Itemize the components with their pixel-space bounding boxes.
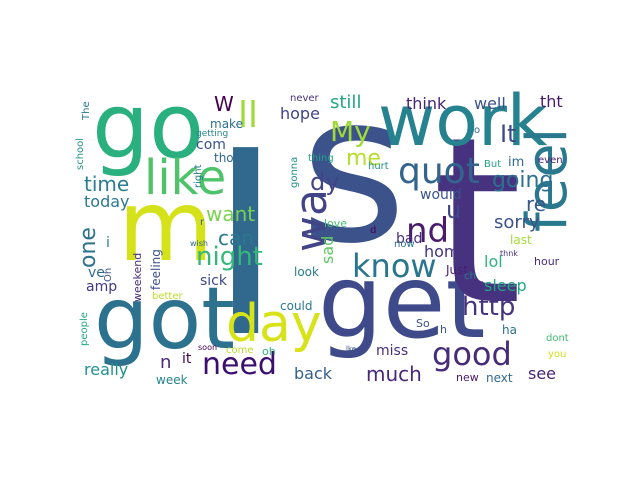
word-hurt: hurt [368,161,389,172]
word-going: going [492,168,554,193]
word-get: get [318,243,486,362]
word-n: n [160,352,172,373]
word-next: next [486,371,513,385]
word-The: The [81,101,92,120]
word-tht: tht [540,92,563,111]
word-last: last [510,233,532,247]
word-t: t [432,89,523,356]
word-com: com [196,137,226,153]
word-dont: dont [546,333,569,344]
word-today: today [84,192,130,211]
word-much: much [366,362,422,386]
word-see: see [528,364,557,383]
word-o: o [474,125,481,136]
word-http: http [462,292,516,322]
word-come: come [226,345,254,356]
word-day: day [226,294,322,354]
word-now: now [394,239,415,250]
word-feeling: feeling [149,249,163,290]
word-getting: getting [196,129,229,139]
word-like: like [144,150,227,206]
word-lke: lke [346,345,357,353]
word-miss: miss [376,343,409,359]
word-work: work [378,80,548,162]
word-really: really [84,360,129,379]
word-would: would [420,187,462,203]
word-sad: sad [318,235,337,264]
word-well: well [474,94,506,113]
word-better: better [152,291,183,302]
word-it: it [182,351,192,367]
word-ch: ch [464,271,476,282]
word-thnk: thnk [500,249,518,258]
word-im: im [508,155,525,170]
word-one: one [76,227,101,268]
word-s: s [300,51,407,289]
word-lol: lol [484,252,503,271]
word-right: right [193,164,204,189]
word-good: good [432,335,512,373]
word-nd: nd [406,211,450,251]
word-ha: ha [502,323,517,337]
word-soon: soon [198,343,218,352]
word-i: i [106,235,110,251]
word-ve: ve [88,265,105,281]
word-night: night [196,242,263,272]
word-even: even [538,155,563,166]
word-quot: quot [398,151,480,192]
word-me: me [346,146,381,171]
word-though: though [214,151,257,165]
word-could: could [280,299,313,313]
word-hope: hope [280,104,320,123]
word-So: So [416,317,430,330]
word-new: new [456,371,479,384]
word-thing: thing [308,153,334,164]
word-Oh: Oh [103,267,114,282]
word-m: m [118,170,214,284]
word-re: re [526,192,547,216]
word-bad: bad [396,231,423,247]
word-go: go [92,74,205,179]
word-I: I [208,97,284,394]
word-sleep: sleep [484,276,527,295]
word-ll: ll [238,95,259,136]
word-love: love [324,217,348,230]
word-time: time [84,172,130,196]
word-know: know [352,247,437,285]
word-W: W [214,92,234,116]
word-amp: amp [86,279,118,295]
word-got: got [94,269,235,369]
word-My: My [330,115,371,148]
word-still: still [330,92,362,113]
word-oh: oh [262,345,276,358]
word-can: can [218,226,254,250]
word-u: u [446,196,462,224]
word-make: make [210,117,243,131]
word-school: school [75,137,86,170]
word-It: It [500,120,517,148]
word-look: look [294,265,319,279]
word-you: you [548,349,567,360]
word-h: h [440,323,447,336]
word-want: want [206,202,256,226]
word-dy: dy [310,168,340,196]
word-think: think [406,94,447,113]
word-Just: Just [446,263,469,277]
word-home: home [424,242,470,261]
word-back: back [294,364,333,383]
word-never: never [290,93,319,104]
word-But: But [484,159,502,170]
word-d: d [370,225,377,236]
word-hour: hour [534,255,560,268]
word-gonna: gonna [289,156,300,188]
word-weekend: weekend [131,252,144,302]
word-sick: sick [200,273,227,289]
word-wish: wish [190,239,209,248]
word-week: week [156,373,188,387]
word-r: r [200,217,205,228]
word-need: need [202,347,277,382]
word-people: people [79,312,90,346]
word-sorry: sorry [494,212,540,233]
